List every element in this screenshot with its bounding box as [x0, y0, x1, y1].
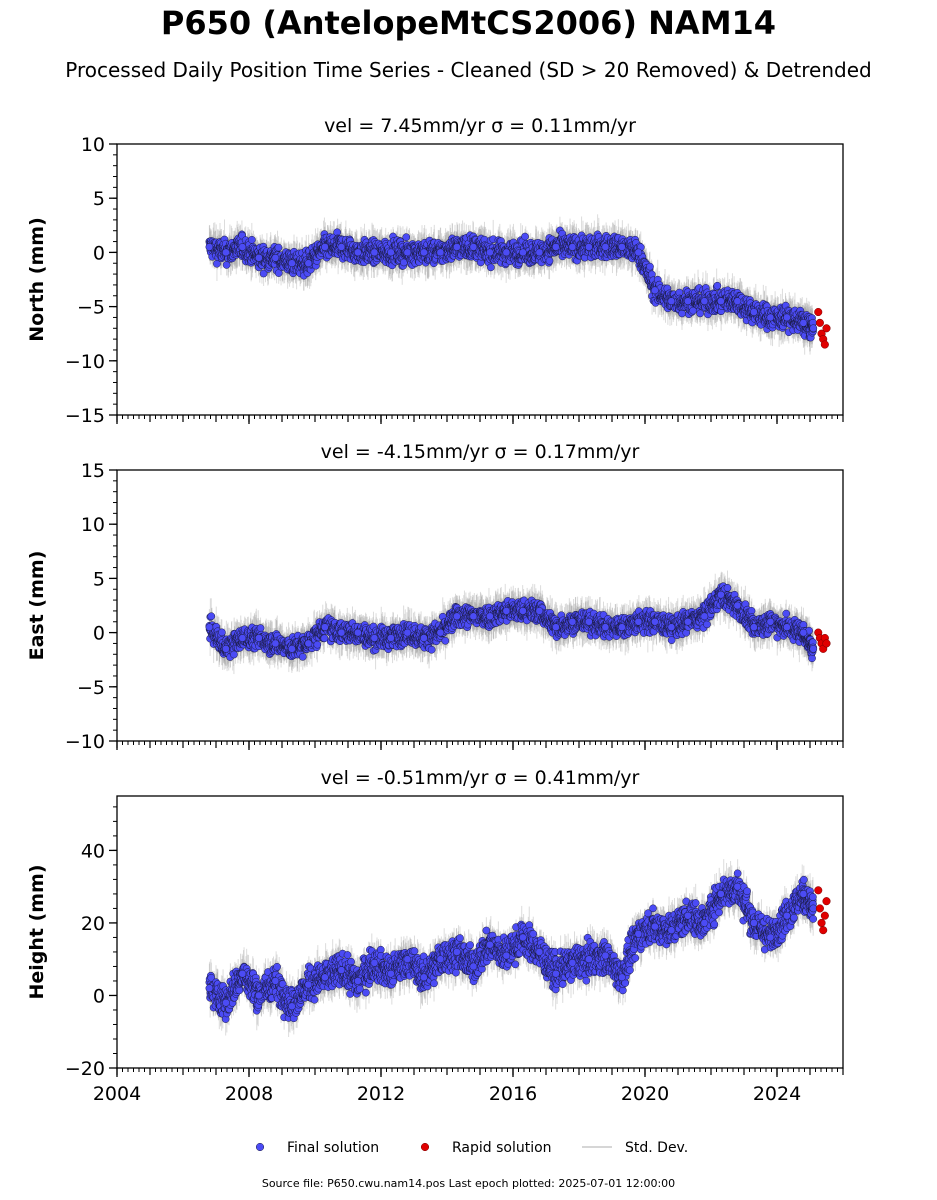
- data-point: [247, 235, 256, 244]
- data-point: [545, 256, 554, 265]
- point-cloud: [205, 214, 831, 355]
- data-point: [402, 233, 411, 242]
- data-point: [678, 309, 686, 318]
- data-point: [521, 232, 529, 241]
- data-point: [274, 269, 283, 277]
- final-points: [205, 226, 818, 342]
- data-point: [713, 281, 722, 290]
- data-point: [486, 263, 495, 272]
- data-point: [259, 269, 268, 278]
- data-point: [274, 243, 283, 252]
- figure-subtitle: Processed Daily Position Time Series - C…: [65, 58, 872, 82]
- data-point: [646, 262, 654, 271]
- data-point: [696, 309, 705, 318]
- figure-title: P650 (AntelopeMtCS2006) NAM14: [160, 4, 777, 42]
- stddev-bars: [208, 214, 814, 355]
